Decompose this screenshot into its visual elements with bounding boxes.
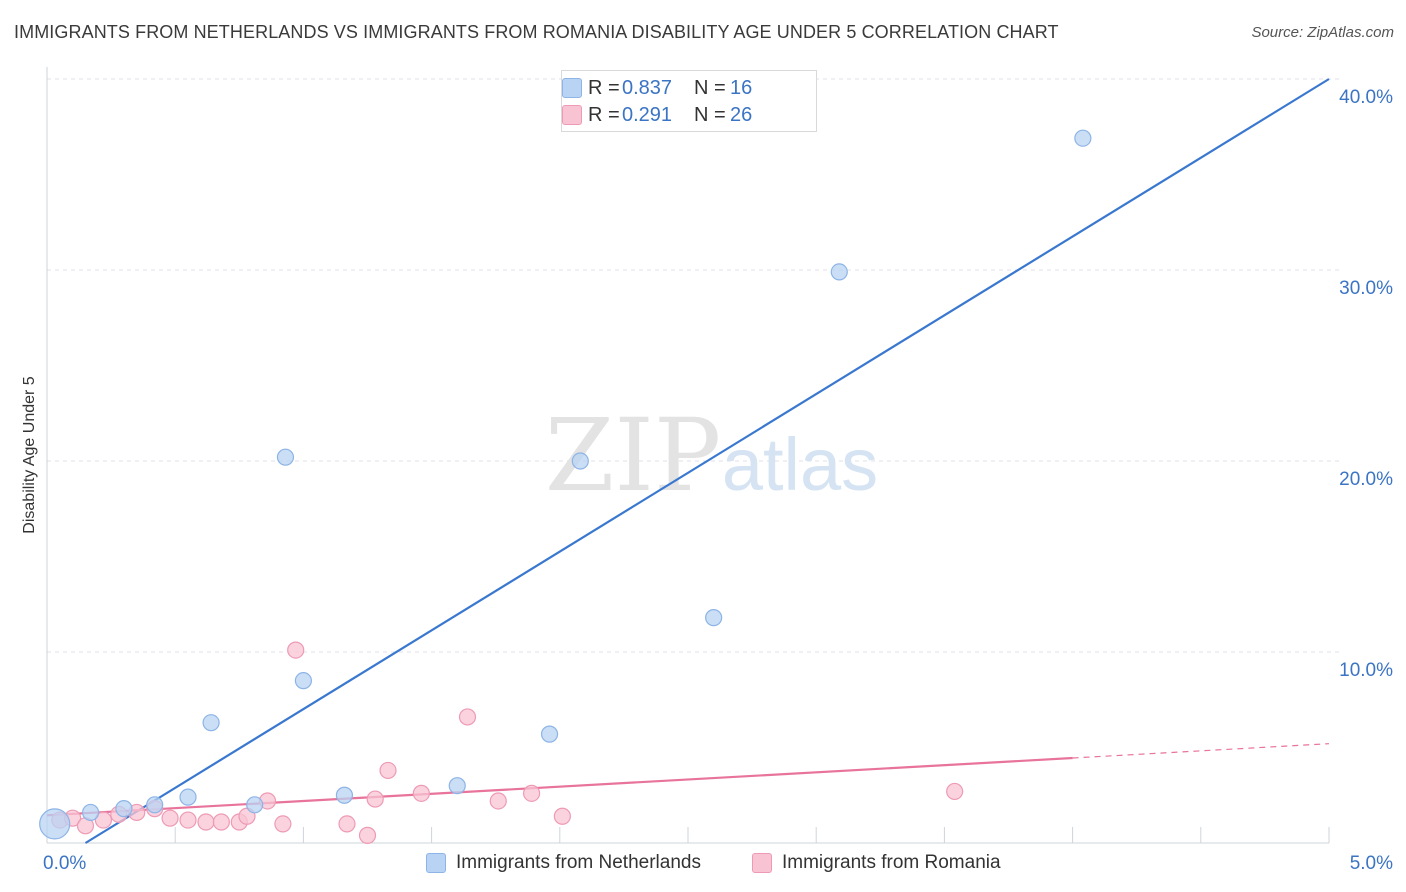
legend-row-romania: R = 0.291 N = 26 [562, 103, 753, 127]
legend-label-romania: Immigrants from Romania [782, 852, 1001, 873]
data-point-pink [412, 784, 430, 802]
legend-row-netherlands: R = 0.837 N = 16 [562, 76, 753, 100]
data-point-pink [179, 811, 197, 829]
y-tick-label: 20.0% [1339, 469, 1393, 490]
legend-swatch-pink [752, 853, 772, 873]
chart-title: IMMIGRANTS FROM NETHERLANDS VS IMMIGRANT… [14, 22, 1059, 42]
legend-n-value: 26 [730, 103, 753, 126]
x-tick-label-min: 0.0% [43, 853, 86, 874]
data-point-pink [274, 815, 292, 833]
watermark-zip: ZIP [545, 397, 721, 514]
legend-r-value: 0.837 [622, 76, 673, 99]
legend-n-value: 16 [730, 76, 753, 99]
y-tick-label: 10.0% [1339, 660, 1393, 681]
watermark: ZIP atlas [545, 397, 878, 514]
data-point-pink [358, 826, 377, 844]
data-point-pink [94, 811, 113, 829]
legend-n-label: N = [694, 76, 726, 99]
tick-labels: 10.0% 20.0% 30.0% 40.0% 0.0% 5.0% [43, 87, 1393, 874]
data-point-pink [212, 813, 230, 831]
data-points [39, 129, 1092, 844]
legend-item-romania: Immigrants from Romania [752, 852, 1001, 874]
data-point-pink [287, 641, 305, 659]
data-point-blue [202, 714, 220, 732]
legend-n-label: N = [694, 103, 726, 126]
y-tick-label: 30.0% [1339, 278, 1393, 299]
legend-label-netherlands: Immigrants from Netherlands [456, 852, 701, 873]
trend-lines [46, 78, 1330, 844]
y-tick-label: 40.0% [1339, 87, 1393, 108]
data-point-blue [705, 609, 723, 627]
data-point-blue [448, 777, 466, 795]
data-point-blue [830, 263, 848, 281]
data-point-pink [458, 708, 477, 726]
legend-item-netherlands: Immigrants from Netherlands [426, 852, 701, 874]
trend-line-netherlands [84, 78, 1330, 844]
legend-swatch-blue [562, 78, 582, 98]
source-label: Source: ZipAtlas.com [1251, 24, 1394, 41]
data-point-pink [338, 815, 356, 833]
legend-r-label: R = [588, 103, 620, 126]
legend-swatch-pink [562, 105, 582, 125]
data-point-pink [379, 761, 397, 780]
data-point-blue [146, 796, 164, 814]
data-point-blue [335, 786, 354, 804]
data-point-blue [39, 808, 71, 840]
legend-r-value: 0.291 [622, 103, 673, 126]
trend-line-romania-extrapolated [1072, 743, 1330, 759]
series-legend: Immigrants from Netherlands Immigrants f… [0, 852, 1406, 878]
data-point-blue [246, 796, 264, 814]
data-point-pink [946, 782, 964, 801]
data-point-blue [294, 672, 312, 690]
data-point-pink [161, 809, 179, 827]
data-point-blue [179, 788, 197, 806]
trend-line-romania [46, 756, 1073, 817]
data-point-blue [115, 800, 133, 818]
data-point-pink [522, 784, 541, 802]
legend-r-label: R = [588, 76, 620, 99]
correlation-legend: R = 0.837 N = 16 R = 0.291 N = 26 [561, 70, 817, 132]
legend-swatch-blue [426, 853, 446, 873]
x-tick-label-max: 5.0% [1350, 853, 1393, 874]
gridlines [46, 67, 1339, 844]
data-point-blue [81, 803, 100, 822]
data-point-blue [276, 448, 295, 466]
data-point-blue [571, 452, 589, 470]
data-point-blue [1074, 129, 1092, 147]
data-point-pink [197, 813, 215, 831]
data-point-pink [366, 790, 384, 808]
watermark-atlas: atlas [722, 423, 878, 506]
data-point-pink [553, 807, 571, 825]
data-point-blue [540, 725, 559, 743]
data-point-pink [489, 792, 507, 810]
